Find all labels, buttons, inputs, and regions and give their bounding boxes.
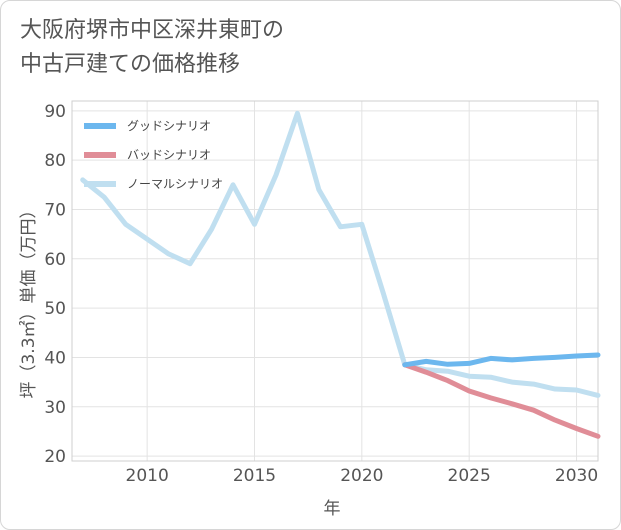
series-line-normal xyxy=(80,110,601,398)
x-tick-label: 2010 xyxy=(126,466,169,486)
grid-lines xyxy=(72,101,598,461)
y-tick-label: 20 xyxy=(44,447,66,467)
x-tick-label: 2030 xyxy=(555,466,598,486)
series-line-bad xyxy=(402,362,601,439)
series-lines xyxy=(80,110,601,439)
x-tick-label: 2015 xyxy=(233,466,276,486)
y-tick-label: 80 xyxy=(44,151,66,171)
chart-title: 大阪府堺市中区深井東町の 中古戸建ての価格推移 xyxy=(20,14,600,82)
x-tick-labels: 2010 2015 2020 2025 2030 xyxy=(126,466,599,486)
y-tick-label: 50 xyxy=(44,299,66,319)
legend-label: バッドシナリオ xyxy=(127,148,211,162)
y-tick-label: 30 xyxy=(44,398,66,418)
y-tick-labels: 20 30 40 50 60 70 80 90 xyxy=(44,102,66,467)
y-tick-label: 90 xyxy=(44,102,66,122)
x-tick-label: 2025 xyxy=(448,466,491,486)
series-line-good xyxy=(402,352,601,368)
legend-label: グッドシナリオ xyxy=(127,119,211,133)
legend-label: ノーマルシナリオ xyxy=(127,177,223,191)
plot-area-border xyxy=(71,100,599,462)
y-tick-label: 70 xyxy=(44,200,66,220)
y-tick-label: 60 xyxy=(44,250,66,270)
y-tick-label: 40 xyxy=(44,348,66,368)
chart-title-line-2: 中古戸建ての価格推移 xyxy=(20,52,241,77)
x-axis-label: 年 xyxy=(324,499,341,519)
y-axis-label: 坪（3.3㎡）単価（万円） xyxy=(19,201,39,398)
chart-title-line-1: 大阪府堺市中区深井東町の xyxy=(20,18,285,43)
x-tick-label: 2020 xyxy=(340,466,383,486)
